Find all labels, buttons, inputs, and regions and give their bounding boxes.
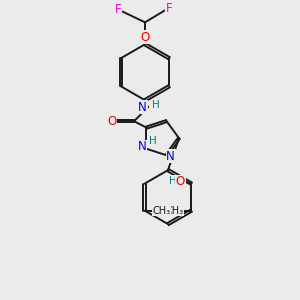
Text: F: F	[115, 3, 121, 16]
Text: N: N	[166, 150, 175, 163]
Text: CH₃: CH₃	[152, 206, 171, 216]
Text: H: H	[152, 100, 160, 110]
Text: F: F	[166, 2, 172, 15]
Text: N: N	[138, 140, 147, 153]
Text: H: H	[169, 176, 177, 186]
Text: O: O	[140, 31, 150, 44]
Text: O: O	[107, 115, 117, 128]
Text: N: N	[138, 101, 147, 114]
Text: H: H	[148, 136, 156, 146]
Text: CH₃: CH₃	[165, 206, 183, 216]
Text: O: O	[176, 175, 185, 188]
